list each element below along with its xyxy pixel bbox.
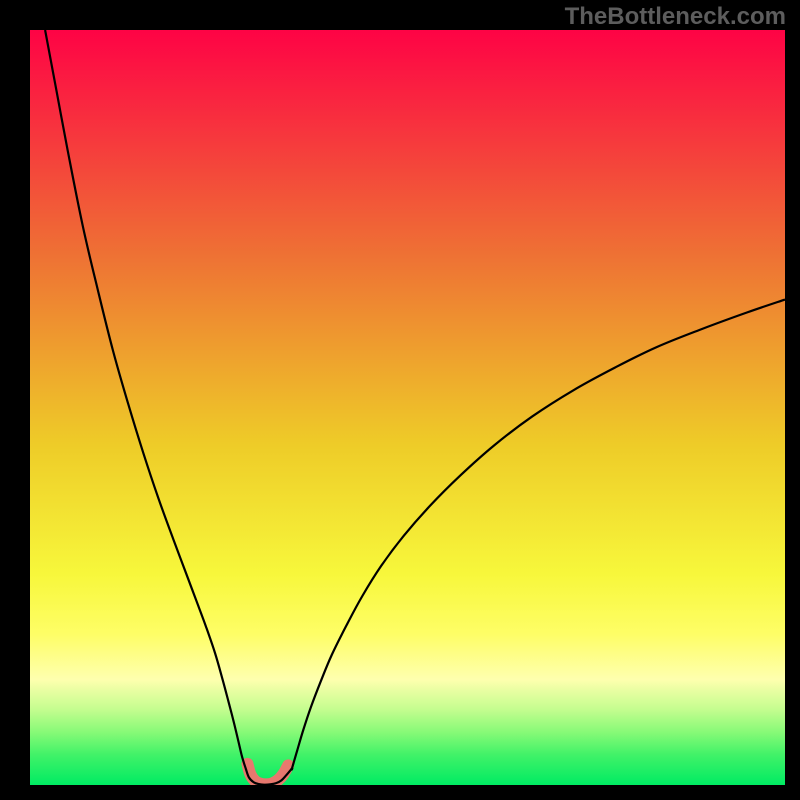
bottleneck-chart: TheBottleneck.com <box>0 0 800 800</box>
plot-area <box>30 30 785 785</box>
watermark-text: TheBottleneck.com <box>565 3 786 30</box>
